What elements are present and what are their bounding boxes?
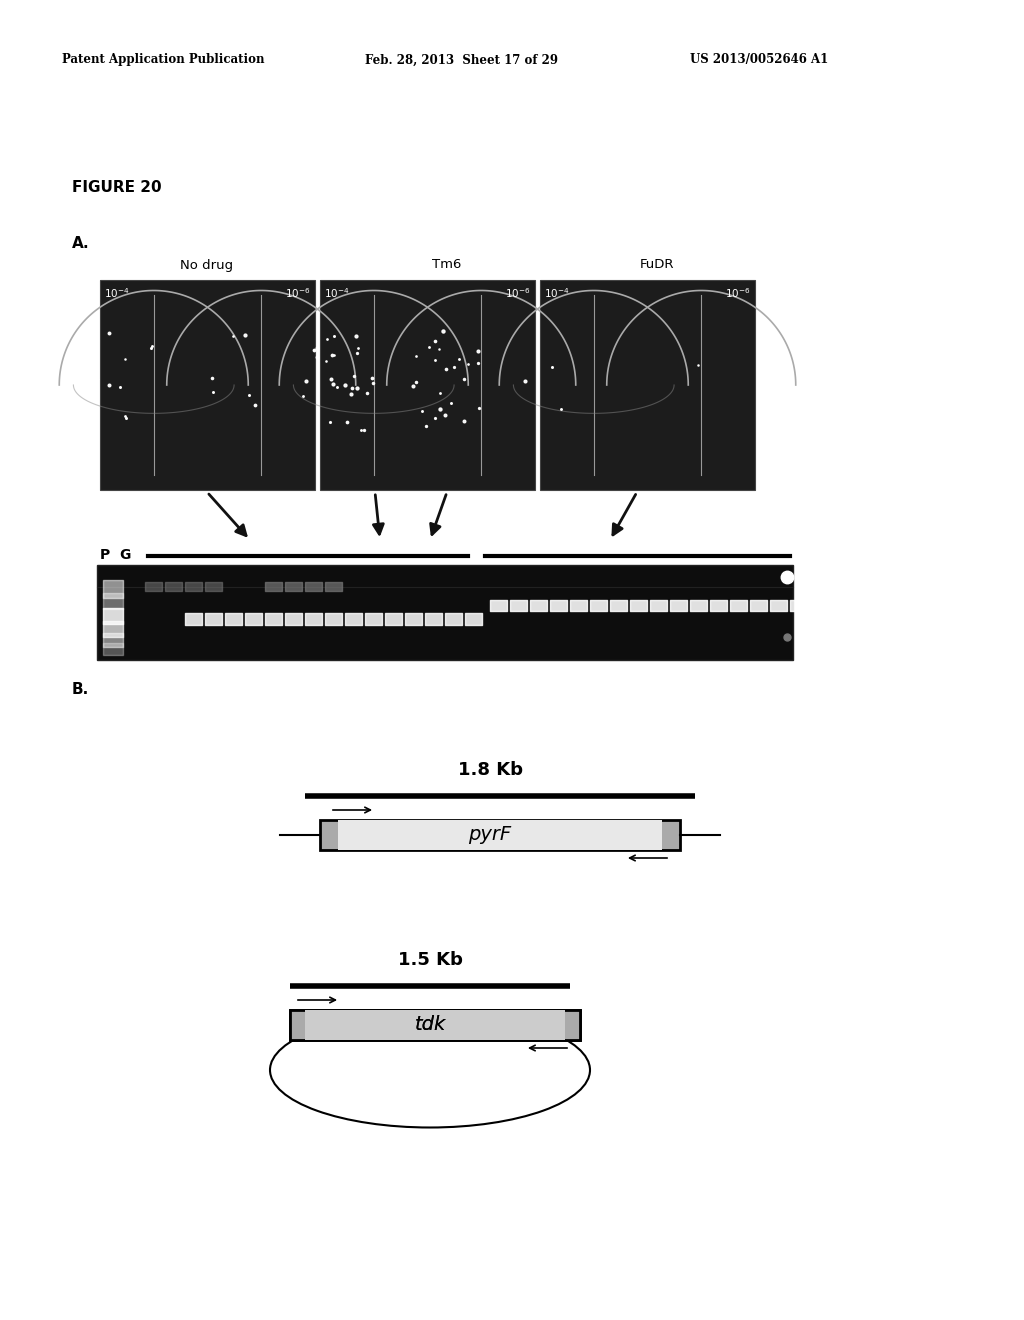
Text: No drug: No drug [180, 259, 233, 272]
Bar [319, 280, 535, 490]
Text: $10^{-6}$: $10^{-6}$ [286, 286, 311, 300]
Text: 1.8 Kb: 1.8 Kb [458, 762, 522, 779]
Text: FuDR: FuDR [640, 259, 674, 272]
Text: Feb. 28, 2013  Sheet 17 of 29: Feb. 28, 2013 Sheet 17 of 29 [365, 54, 558, 66]
Bar [319, 820, 680, 850]
Bar [97, 565, 793, 660]
Text: $10^{-6}$: $10^{-6}$ [506, 286, 531, 300]
Bar [100, 280, 315, 490]
Text: pyrF: pyrF [468, 825, 512, 845]
Text: tdk: tdk [415, 1015, 445, 1035]
Bar [305, 1010, 565, 1040]
Text: FIGURE 20: FIGURE 20 [72, 181, 162, 195]
Text: Patent Application Publication: Patent Application Publication [62, 54, 264, 66]
Text: A.: A. [72, 235, 90, 251]
Bar [338, 820, 662, 850]
Bar [290, 1010, 580, 1040]
Text: tdk: tdk [415, 1015, 445, 1035]
Bar [305, 1010, 565, 1040]
Bar [540, 280, 755, 490]
Text: $10^{-4}$: $10^{-4}$ [324, 286, 349, 300]
Text: P  G: P G [100, 548, 131, 562]
Text: $10^{-6}$: $10^{-6}$ [725, 286, 751, 300]
Text: 1.5 Kb: 1.5 Kb [397, 950, 463, 969]
Text: Tm6: Tm6 [432, 259, 462, 272]
Bar [290, 1010, 580, 1040]
Text: $10^{-4}$: $10^{-4}$ [104, 286, 130, 300]
Text: $10^{-4}$: $10^{-4}$ [544, 286, 569, 300]
Text: B.: B. [72, 682, 89, 697]
Text: US 2013/0052646 A1: US 2013/0052646 A1 [690, 54, 828, 66]
